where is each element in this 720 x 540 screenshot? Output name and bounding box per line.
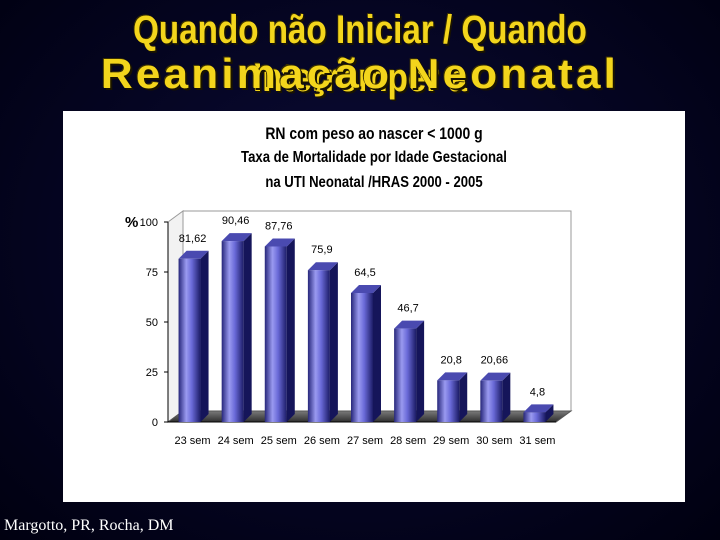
slide-title-line2: Reanimação Neonatal (100, 50, 620, 97)
chart-panel: RN com peso ao nascer < 1000 g Taxa de M… (63, 111, 685, 502)
bar-value-label: 64,5 (354, 267, 375, 279)
x-tick-label: 28 sem (390, 435, 426, 447)
bar-side (502, 372, 511, 422)
x-tick-label: 24 sem (218, 435, 254, 447)
bar (437, 380, 460, 422)
bar-value-label: 90,46 (222, 215, 250, 227)
bar-top (307, 262, 338, 271)
bar-side (416, 320, 425, 422)
bar-side (545, 404, 554, 422)
bar (394, 328, 417, 422)
chart-subtitle-2: na UTI Neonatal /HRAS 2000 - 2005 (265, 174, 483, 191)
bar-value-label: 87,76 (265, 220, 293, 232)
chart-title: RN com peso ao nascer < 1000 g (265, 124, 483, 143)
bar-chart: 0 25 50 75 100% 81,62 23 sem 90,46 24 sem 87,76 25… (125, 210, 573, 447)
bar (264, 246, 287, 422)
credit-text: Margotto, PR, Rocha, DM (4, 517, 174, 534)
y-tick-label: 50 (146, 317, 158, 329)
bar-value-label: 81,62 (179, 233, 207, 245)
bar-side (243, 233, 252, 422)
x-tick-label: 23 sem (175, 435, 211, 447)
bar-value-label: 75,9 (311, 244, 332, 256)
bar-top (437, 372, 468, 381)
bar-value-label: 20,66 (481, 355, 509, 367)
bar-value-label: 46,7 (397, 303, 418, 315)
x-tick-label: 31 sem (519, 435, 555, 447)
y-tick-label: 100 (140, 217, 158, 229)
y-tick-label: 0 (152, 417, 158, 429)
bar-top (351, 285, 381, 293)
bar-top (264, 238, 295, 247)
x-tick-label: 26 sem (304, 435, 340, 447)
y-tick-label: 75 (146, 267, 158, 279)
bar-top (480, 372, 511, 381)
bar (307, 270, 330, 422)
bar (221, 241, 244, 422)
bar (178, 258, 201, 422)
bar (523, 412, 546, 422)
bar-value-label: 20,8 (441, 354, 462, 366)
bar-top (178, 250, 209, 259)
bar-top (221, 233, 252, 242)
bar-side (459, 372, 468, 422)
bar-side (329, 262, 338, 422)
bar-top (394, 320, 425, 329)
bar (480, 380, 503, 422)
chart-subtitle: Taxa de Mortalidade por Idade Gestaciona… (241, 149, 507, 166)
bar-value-label: 4,8 (530, 386, 545, 398)
bar-top (523, 404, 554, 413)
y-axis-label: % (125, 214, 138, 231)
y-tick-label: 25 (146, 367, 158, 379)
bar-side (286, 238, 295, 422)
x-tick-label: 29 sem (433, 435, 469, 447)
x-tick-label: 27 sem (347, 435, 383, 447)
bar-side (200, 250, 209, 422)
slide-title-line1: Quando não Iniciar / Quando Interromper … (133, 8, 587, 100)
bar (351, 293, 373, 422)
bar-side (373, 285, 381, 422)
x-tick-label: 30 sem (476, 435, 512, 447)
x-tick-label: 25 sem (261, 435, 297, 447)
